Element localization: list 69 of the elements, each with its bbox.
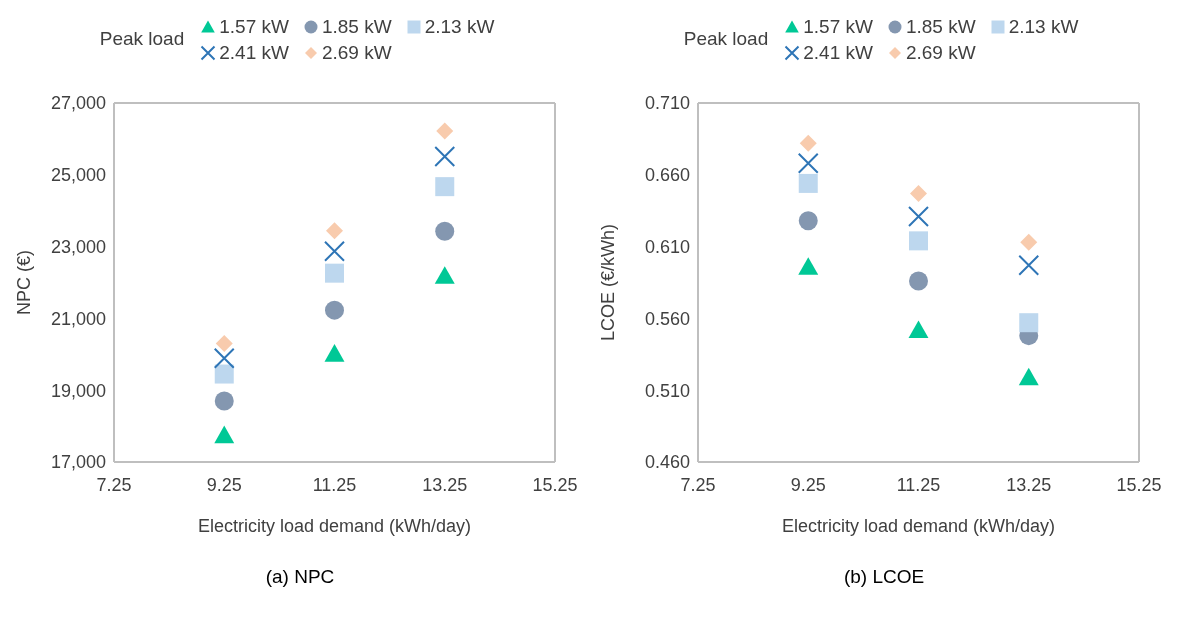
x-tick-label: 7.25: [96, 474, 132, 495]
point: [213, 347, 235, 369]
y-axis-title: NPC (€): [14, 249, 35, 316]
point: [214, 425, 235, 444]
y-tick-label: 27,000: [50, 93, 106, 114]
x-tick-label: 9.25: [790, 474, 826, 495]
y-tick-label: 17,000: [50, 452, 106, 473]
text: (a) NPC: [264, 566, 336, 588]
y-tick-label: 0.460: [644, 452, 690, 473]
y-tick-label: 21,000: [50, 308, 106, 329]
text: (b) LCOE: [842, 566, 926, 588]
y-tick-label: 19,000: [50, 380, 106, 401]
point: [798, 211, 818, 231]
legend-title: Peak load: [683, 28, 769, 50]
point: [1018, 254, 1040, 276]
point: [434, 145, 456, 167]
x-tick-label: 15.25: [1116, 474, 1162, 495]
legend-label: 1.85 kW: [321, 16, 392, 38]
point: [908, 320, 929, 338]
point: [799, 134, 817, 152]
x-axis-title: Electricity load demand (kWh/day): [781, 516, 1056, 536]
point: [1018, 367, 1039, 386]
point: [436, 122, 454, 140]
point: [909, 271, 928, 291]
point: [435, 221, 455, 241]
point: [434, 266, 455, 284]
x-tick-label: 11.25: [896, 474, 941, 495]
legend-title: Peak load: [99, 28, 185, 50]
y-tick-label: 0.710: [644, 93, 690, 114]
y-tick-label: 25,000: [50, 165, 106, 186]
point: [324, 344, 345, 362]
y-tick-label: 0.660: [644, 165, 690, 186]
legend-label: 1.57 kW: [219, 16, 289, 38]
point: [909, 231, 928, 251]
x-tick-label: 13.25: [1006, 474, 1052, 495]
point: [798, 257, 819, 275]
point: [1019, 313, 1039, 333]
point: [215, 335, 233, 353]
x-tick-label: 9.25: [206, 474, 242, 495]
point: [325, 300, 344, 320]
y-tick-label: 0.560: [644, 308, 690, 329]
point: [1020, 233, 1038, 251]
x-tick-label: 7.25: [680, 474, 716, 495]
point: [324, 240, 345, 262]
point: [214, 364, 234, 384]
legend-label: 1.85 kW: [905, 16, 976, 38]
y-axis-title: LCOE (€/kWh): [598, 223, 619, 342]
y-tick-label: 23,000: [50, 236, 106, 257]
point: [325, 263, 344, 283]
legend-label: 2.69 kW: [321, 42, 392, 64]
legend-label: 2.13 kW: [424, 16, 495, 38]
point: [435, 177, 455, 197]
legend-label: 2.41 kW: [803, 42, 873, 64]
y-tick-label: 0.610: [644, 236, 690, 257]
y-tick-label: 0.510: [644, 380, 690, 401]
x-tick-label: 11.25: [312, 474, 357, 495]
legend-label: 2.13 kW: [1008, 16, 1079, 38]
x-tick-label: 13.25: [422, 474, 468, 495]
point: [797, 152, 819, 174]
point: [214, 391, 234, 411]
x-tick-label: 15.25: [532, 474, 578, 495]
point: [910, 184, 927, 202]
legend-label: 2.69 kW: [905, 42, 976, 64]
legend-label: 2.41 kW: [219, 42, 289, 64]
point: [908, 205, 929, 227]
point: [798, 173, 818, 193]
legend-label: 1.57 kW: [803, 16, 873, 38]
x-axis-title: Electricity load demand (kWh/day): [197, 516, 472, 536]
point: [326, 222, 343, 240]
